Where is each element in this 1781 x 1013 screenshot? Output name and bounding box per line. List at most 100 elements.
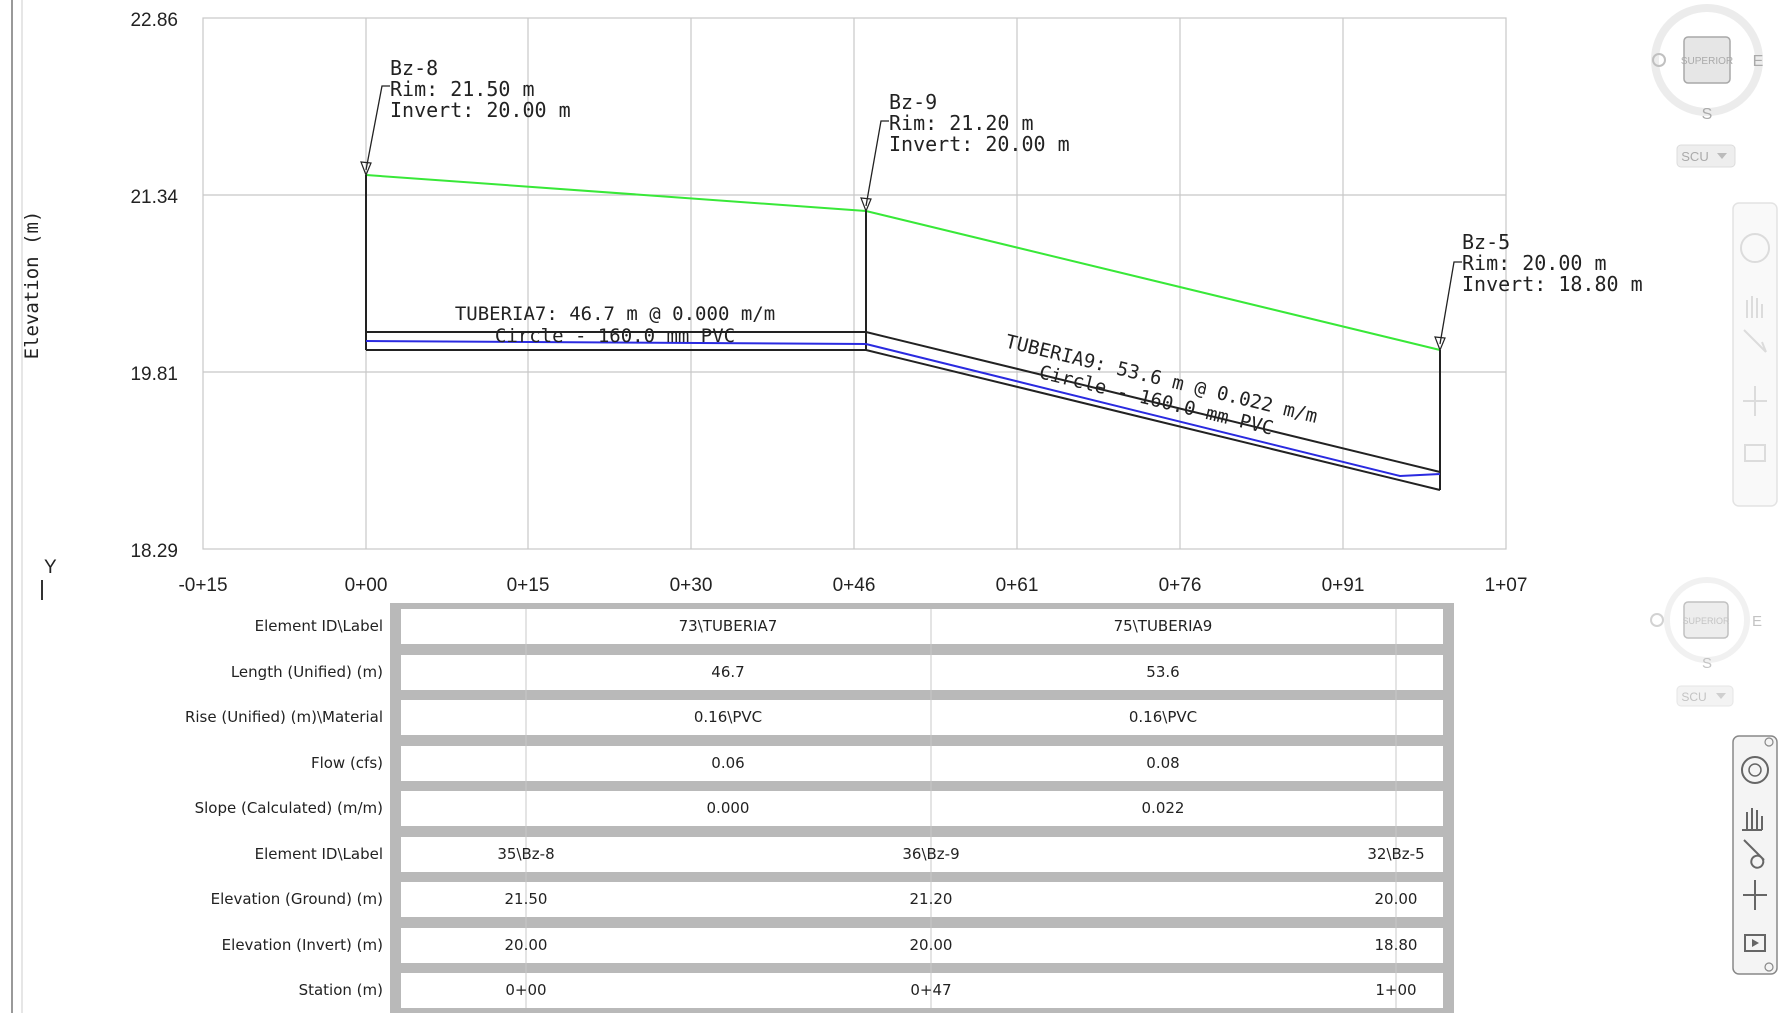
chevron-down-icon	[1716, 693, 1726, 699]
table-cell: 0.000	[707, 799, 750, 817]
structure-rim: Rim: 20.00 m	[1462, 251, 1607, 275]
table-cell: 20.00	[505, 936, 548, 954]
table-cell: 1+00	[1375, 981, 1416, 999]
x-tick-label: -0+15	[178, 575, 227, 596]
table-cell: 20.00	[1375, 890, 1418, 908]
compass-south-label: S	[1702, 106, 1713, 123]
customize-icon[interactable]	[1764, 962, 1774, 972]
showmotion-icon[interactable]	[1744, 444, 1766, 462]
viewcube-face[interactable]	[1683, 36, 1731, 84]
table-cell: 0.16\PVC	[694, 708, 762, 726]
table-cell: 0.022	[1142, 799, 1185, 817]
ucs-icon: Y	[41, 557, 57, 600]
zoom-icon[interactable]	[1743, 839, 1765, 869]
compass-east-label: E	[1752, 613, 1762, 630]
compass-east-label: E	[1753, 53, 1764, 70]
ucs-dropdown-label: SCU	[1681, 149, 1708, 164]
pan-icon[interactable]	[1746, 296, 1763, 318]
viewcube-face[interactable]	[1683, 601, 1729, 639]
x-tick-label: 0+61	[996, 575, 1039, 596]
table-node-cells: 35\Bz-8 36\Bz-9 32\Bz-5 21.50 21.20 20.0…	[497, 845, 1424, 999]
viewcube-secondary[interactable]: SUPERIOR E S SCU	[1650, 577, 1762, 707]
showmotion-icon[interactable]	[1744, 934, 1766, 952]
x-tick-label: 0+91	[1322, 575, 1365, 596]
row-header: Station (m)	[299, 981, 383, 999]
structure-rim: Rim: 21.20 m	[889, 111, 1034, 135]
structure-invert: Invert: 20.00 m	[390, 98, 571, 122]
table-cell: 75\TUBERIA9	[1114, 617, 1213, 635]
structure-label-bz-9[interactable]: Bz-9 Rim: 21.20 m Invert: 20.00 m	[860, 90, 1070, 213]
y-tick-label: 22.86	[130, 10, 178, 31]
compass-south-label: S	[1702, 655, 1712, 672]
y-axis-label: Elevation (m)	[21, 211, 43, 360]
x-tick-label: 0+15	[507, 575, 550, 596]
table-cell: 0.06	[711, 754, 744, 772]
viewcube-face-label: SUPERIOR	[1682, 616, 1730, 626]
table-cell: 53.6	[1146, 663, 1179, 681]
structure-invert: Invert: 18.80 m	[1462, 272, 1643, 296]
table-cell: 21.20	[910, 890, 953, 908]
y-tick-labels: 22.86 21.34 19.81 18.29	[130, 10, 178, 562]
table-cell: 32\Bz-5	[1367, 845, 1424, 863]
y-tick-label: 19.81	[130, 364, 178, 385]
home-icon[interactable]	[1650, 613, 1664, 627]
x-tick-label: 1+07	[1485, 575, 1528, 596]
navigation-bar[interactable]	[1732, 202, 1778, 507]
table-cell: 0.16\PVC	[1129, 708, 1197, 726]
table-cell: 73\TUBERIA7	[679, 617, 778, 635]
table-cell: 46.7	[711, 663, 744, 681]
table-row-headers: Element ID\Label Length (Unified) (m) Ri…	[185, 617, 383, 999]
row-header: Element ID\Label	[255, 617, 383, 635]
y-tick-label: 18.29	[130, 541, 178, 562]
structure-name: Bz-5	[1462, 230, 1510, 254]
orbit-icon[interactable]	[1743, 880, 1767, 910]
table-cell: 18.80	[1375, 936, 1418, 954]
close-icon[interactable]	[1764, 737, 1774, 747]
x-tick-label: 0+46	[833, 575, 876, 596]
row-header: Rise (Unified) (m)\Material	[185, 708, 383, 726]
ucs-dropdown[interactable]	[1676, 685, 1734, 707]
x-tick-label: 0+76	[1159, 575, 1202, 596]
ucs-dropdown-label: SCU	[1681, 690, 1706, 704]
pipe-tuberia7[interactable]	[365, 331, 867, 351]
table-cell: 0+47	[910, 981, 951, 999]
table-cell: 35\Bz-8	[497, 845, 554, 863]
chevron-down-icon	[1717, 153, 1727, 159]
plot-grid	[202, 17, 1507, 550]
pipe-tuberia9[interactable]	[865, 331, 1441, 491]
row-header: Element ID\Label	[255, 845, 383, 863]
viewcube-face-label: SUPERIOR	[1681, 56, 1733, 67]
x-tick-label: 0+30	[670, 575, 713, 596]
pan-icon[interactable]	[1742, 808, 1763, 831]
row-header: Elevation (Ground) (m)	[211, 890, 383, 908]
pipe-section-label[interactable]: Circle - 160.0 mm PVC	[495, 325, 735, 347]
home-icon[interactable]	[1652, 53, 1666, 67]
profile-data-table[interactable]	[390, 603, 1454, 1013]
row-header: Slope (Calculated) (m/m)	[195, 799, 383, 817]
orbit-icon[interactable]	[1743, 386, 1767, 416]
pipe-label[interactable]: TUBERIA7: 46.7 m @ 0.000 m/m	[455, 303, 775, 325]
x-tick-label: 0+00	[345, 575, 388, 596]
table-cell: 0+00	[505, 981, 546, 999]
navigation-bar-secondary[interactable]	[1732, 735, 1778, 975]
row-header: Elevation (Invert) (m)	[222, 936, 383, 954]
ucs-dropdown[interactable]	[1676, 144, 1736, 168]
structure-name: Bz-9	[889, 90, 937, 114]
structure-invert: Invert: 20.00 m	[889, 132, 1070, 156]
y-tick-label: 21.34	[130, 187, 178, 208]
steering-wheel-icon[interactable]	[1741, 756, 1769, 784]
table-cell: 21.50	[505, 890, 548, 908]
table-cell: 20.00	[910, 936, 953, 954]
structure-label-bz-8[interactable]: Bz-8 Rim: 21.50 m Invert: 20.00 m	[360, 56, 571, 177]
table-pipe-cells: 73\TUBERIA7 75\TUBERIA9 46.7 53.6 0.16\P…	[679, 617, 1213, 817]
structure-name: Bz-8	[390, 56, 438, 80]
ucs-y-label: Y	[44, 557, 57, 578]
viewcube[interactable]: SUPERIOR E S SCU	[1651, 4, 1764, 168]
table-cell: 0.08	[1146, 754, 1179, 772]
table-cell: 36\Bz-9	[902, 845, 959, 863]
steering-wheel-icon[interactable]	[1740, 233, 1770, 263]
structure-label-bz-5[interactable]: Bz-5 Rim: 20.00 m Invert: 18.80 m	[1434, 230, 1643, 352]
row-header: Length (Unified) (m)	[231, 663, 383, 681]
zoom-icon[interactable]	[1743, 329, 1767, 353]
